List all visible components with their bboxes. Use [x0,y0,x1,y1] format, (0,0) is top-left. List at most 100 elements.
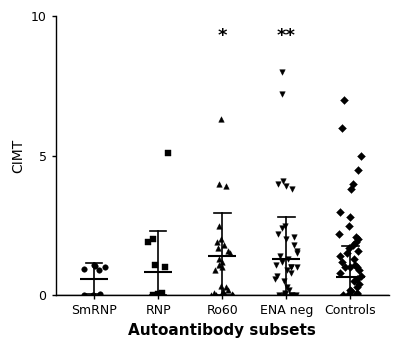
Point [345,223,352,228]
Point [351,279,358,284]
Point [97,291,104,297]
Point [289,186,295,192]
Point [282,223,289,228]
Point [92,263,98,269]
Text: *: * [218,27,227,45]
X-axis label: Autoantibody subsets: Autoantibody subsets [128,323,316,338]
Point [220,288,226,294]
Point [223,184,229,189]
Point [354,284,360,290]
Point [355,237,361,242]
Point [348,186,354,192]
Point [339,259,346,265]
Point [291,242,298,248]
Point [347,265,353,270]
Point [272,276,278,281]
Point [96,267,102,273]
Point [90,292,96,298]
Point [279,259,285,265]
Point [354,248,361,253]
Point [292,292,299,298]
Point [210,290,217,295]
Point [164,150,171,156]
Point [274,273,280,279]
Point [356,281,362,287]
Point [152,262,158,267]
Point [213,292,219,298]
Point [352,239,359,245]
Point [354,291,360,297]
Point [356,267,362,273]
Point [91,262,97,267]
Point [282,290,288,295]
Point [350,181,356,186]
Point [288,292,294,298]
Point [212,292,219,298]
Point [81,266,87,272]
Point [223,284,229,290]
Point [281,291,288,297]
Point [279,225,285,231]
Y-axis label: CIMT: CIMT [11,139,25,173]
Point [155,291,161,297]
Point [348,288,354,294]
Point [221,292,228,298]
Point [221,242,227,248]
Point [350,242,356,248]
Point [228,291,235,297]
Point [159,290,166,295]
Point [216,262,222,267]
Point [286,287,293,292]
Point [351,256,357,262]
Point [277,253,284,259]
Point [337,270,343,276]
Point [276,292,282,298]
Point [218,117,224,122]
Point [342,265,348,270]
Point [227,251,233,256]
Point [219,265,225,270]
Point [358,153,364,158]
Point [284,267,290,273]
Point [216,256,222,262]
Point [346,287,353,292]
Point [354,290,360,295]
Point [281,279,288,284]
Point [340,292,346,298]
Point [337,253,344,259]
Point [150,237,156,242]
Point [218,292,224,298]
Point [288,265,294,270]
Point [216,181,222,186]
Point [354,276,360,281]
Point [218,237,224,242]
Point [344,251,350,256]
Point [214,239,220,245]
Point [279,91,286,97]
Point [346,292,352,298]
Point [293,248,300,253]
Point [284,284,290,290]
Point [294,265,300,270]
Point [229,292,235,298]
Point [355,167,361,172]
Point [102,265,108,270]
Point [81,292,88,298]
Point [288,270,294,276]
Text: **: ** [277,27,296,45]
Point [283,184,289,189]
Point [162,265,168,270]
Point [282,237,289,242]
Point [341,97,348,103]
Point [354,265,360,270]
Point [218,283,225,288]
Point [289,292,295,298]
Point [230,292,236,298]
Point [280,178,286,184]
Point [220,292,226,298]
Point [345,292,352,298]
Point [346,245,352,251]
Point [294,251,300,256]
Point [225,248,232,253]
Point [273,262,279,267]
